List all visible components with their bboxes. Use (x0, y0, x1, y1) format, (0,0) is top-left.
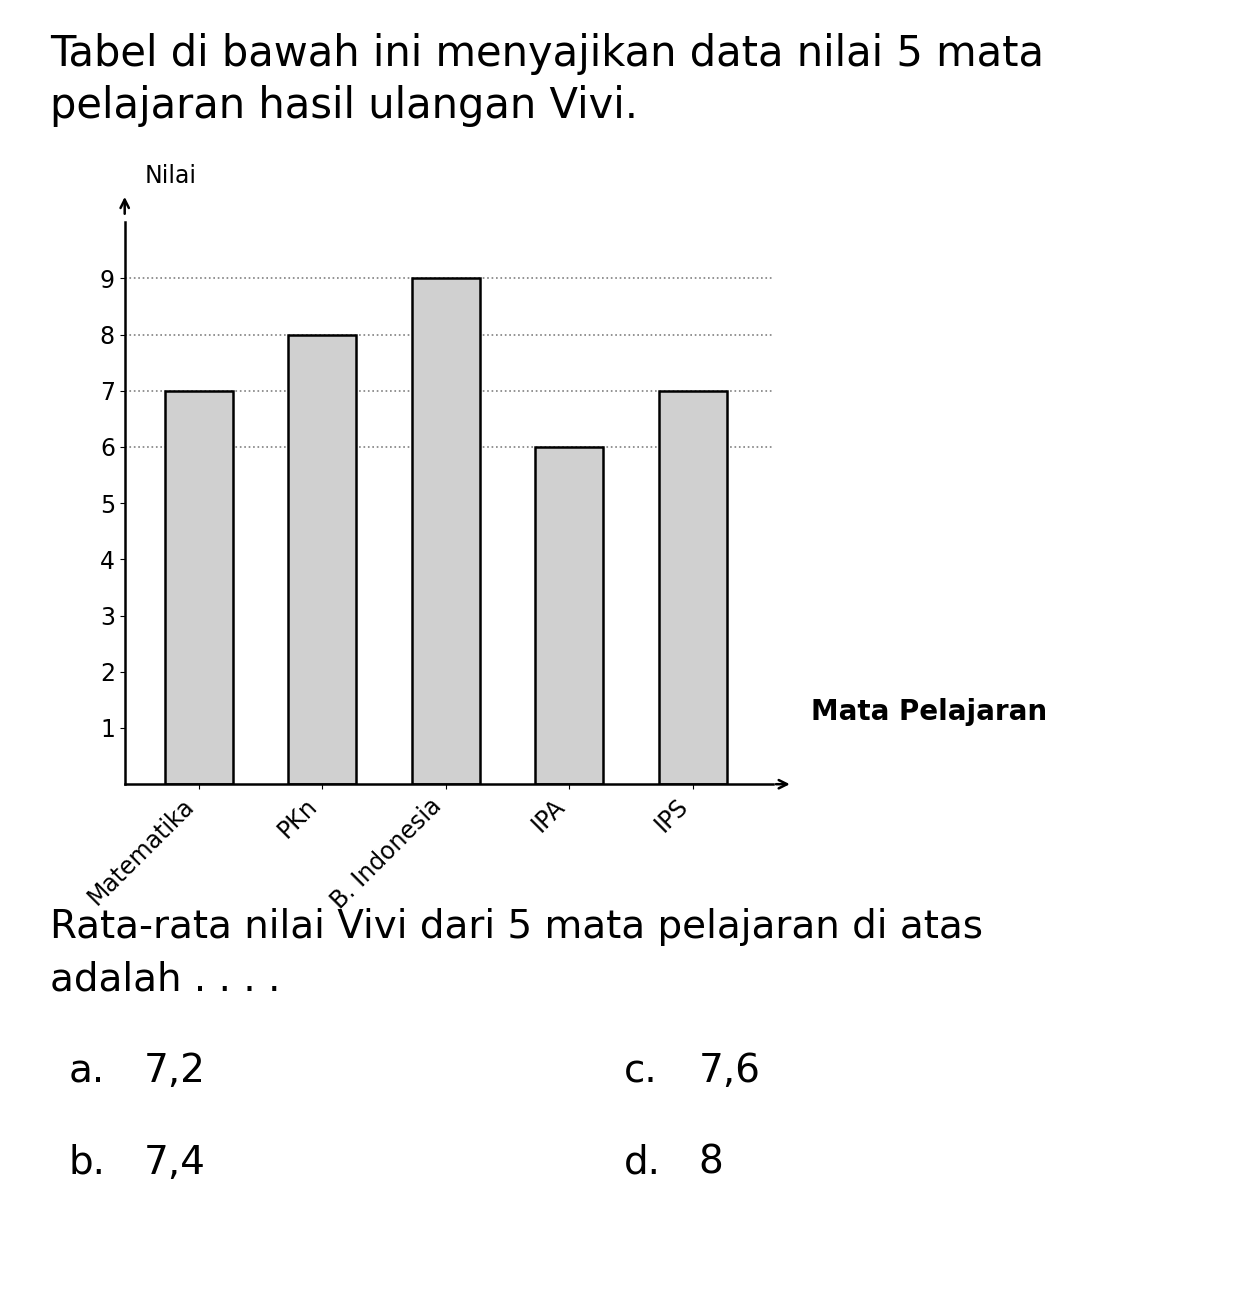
Text: a.: a. (69, 1052, 105, 1090)
Text: Rata-rata nilai Vivi dari 5 mata pelajaran di atas: Rata-rata nilai Vivi dari 5 mata pelajar… (50, 908, 983, 946)
Text: b.: b. (69, 1144, 106, 1182)
Bar (658, 391, 727, 784)
Text: 7,6: 7,6 (698, 1052, 761, 1090)
Bar (288, 335, 357, 784)
Bar (535, 447, 604, 784)
Text: 8: 8 (698, 1144, 723, 1182)
Text: Mata Pelajaran: Mata Pelajaran (811, 698, 1046, 727)
Text: d.: d. (624, 1144, 661, 1182)
Text: adalah . . . .: adalah . . . . (50, 961, 281, 999)
Text: 7,4: 7,4 (143, 1144, 206, 1182)
Text: Nilai: Nilai (145, 165, 196, 188)
Text: Tabel di bawah ini menyajikan data nilai 5 mata: Tabel di bawah ini menyajikan data nilai… (50, 33, 1044, 74)
Bar (412, 278, 480, 784)
Text: pelajaran hasil ulangan Vivi.: pelajaran hasil ulangan Vivi. (50, 85, 638, 127)
Text: c.: c. (624, 1052, 657, 1090)
Text: 7,2: 7,2 (143, 1052, 206, 1090)
Bar (165, 391, 233, 784)
